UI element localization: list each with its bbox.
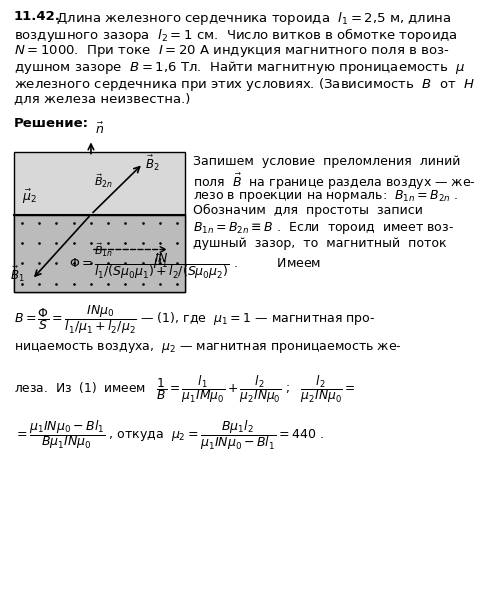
Text: лезо в проекции на нормаль:  $B_{1n} = B_{2n}$ .: лезо в проекции на нормаль: $B_{1n} = B_… <box>193 188 458 204</box>
Text: Длина железного сердечника тороида  $l_1 = 2{,}5$ м, длина: Длина железного сердечника тороида $l_1 … <box>52 10 452 27</box>
Bar <box>14 152 185 214</box>
Text: 11.42.: 11.42. <box>14 10 61 23</box>
Text: $\Phi = \dfrac{IN}{l_1/(S\mu_0\mu_1) + l_2/(S\mu_0\mu_2)}$ .          Имеем: $\Phi = \dfrac{IN}{l_1/(S\mu_0\mu_1) + l… <box>69 251 321 280</box>
Text: железного сердечника при этих условиях. (Зависимость  $B$  от  $H$: железного сердечника при этих условиях. … <box>14 76 475 93</box>
Bar <box>14 214 185 291</box>
Text: $\vec{\mu}_2$: $\vec{\mu}_2$ <box>22 188 37 206</box>
Text: $= \dfrac{\mu_1 IN\mu_0 - Bl_1}{B\mu_1 IN\mu_0}$ , откуда  $\mu_2 = \dfrac{B\mu_: $= \dfrac{\mu_1 IN\mu_0 - Bl_1}{B\mu_1 I… <box>14 418 324 452</box>
Text: $\vec{n}$: $\vec{n}$ <box>95 122 105 138</box>
Text: $B = \dfrac{\Phi}{S} = \dfrac{IN\mu_0}{l_1/\mu_1 + l_2/\mu_2}$ — (1), где  $\mu_: $B = \dfrac{\Phi}{S} = \dfrac{IN\mu_0}{l… <box>14 303 375 336</box>
Text: $\vec{\mu}_1$: $\vec{\mu}_1$ <box>153 253 168 271</box>
Text: $\vec{B}_{1n}$: $\vec{B}_{1n}$ <box>94 242 113 259</box>
Text: $N = 1000$.  При токе  $I = 20$ А индукция магнитного поля в воз-: $N = 1000$. При токе $I = 20$ А индукция… <box>14 43 450 59</box>
Text: $\vec{B}_1$: $\vec{B}_1$ <box>10 265 25 284</box>
Text: Решение:: Решение: <box>14 117 89 130</box>
Text: воздушного зазора  $l_2 = 1$ см.  Число витков в обмотке тороида: воздушного зазора $l_2 = 1$ см. Число ви… <box>14 27 458 44</box>
Text: $B_{1n} = B_{2n} \equiv B$ .  Если  тороид  имеет воз-: $B_{1n} = B_{2n} \equiv B$ . Если тороид… <box>193 220 454 236</box>
Text: ницаемость воздуха,  $\mu_2$ — магнитная проницаемость же-: ницаемость воздуха, $\mu_2$ — магнитная … <box>14 341 402 354</box>
Text: душном зазоре  $B = 1{,}6$ Тл.  Найти магнитную проницаемость  $\mu$: душном зазоре $B = 1{,}6$ Тл. Найти магн… <box>14 59 465 76</box>
Text: Обозначим  для  простоты  записи: Обозначим для простоты записи <box>193 204 423 217</box>
Bar <box>14 214 185 291</box>
Text: поля  $\vec{B}$  на границе раздела воздух — же-: поля $\vec{B}$ на границе раздела воздух… <box>193 172 476 192</box>
Text: $\vec{B}_{2n}$: $\vec{B}_{2n}$ <box>94 173 113 190</box>
Text: для железа неизвестна.): для железа неизвестна.) <box>14 92 190 106</box>
Text: Запишем  условие  преломления  линий: Запишем условие преломления линий <box>193 155 460 169</box>
Text: $\vec{B}_2$: $\vec{B}_2$ <box>145 154 160 173</box>
Text: леза.  Из  (1)  имеем   $\dfrac{1}{B} = \dfrac{l_1}{\mu_1 IM\mu_0} + \dfrac{l_2}: леза. Из (1) имеем $\dfrac{1}{B} = \dfra… <box>14 373 356 405</box>
Text: душный  зазор,  то  магнитный  поток: душный зазор, то магнитный поток <box>193 237 447 249</box>
